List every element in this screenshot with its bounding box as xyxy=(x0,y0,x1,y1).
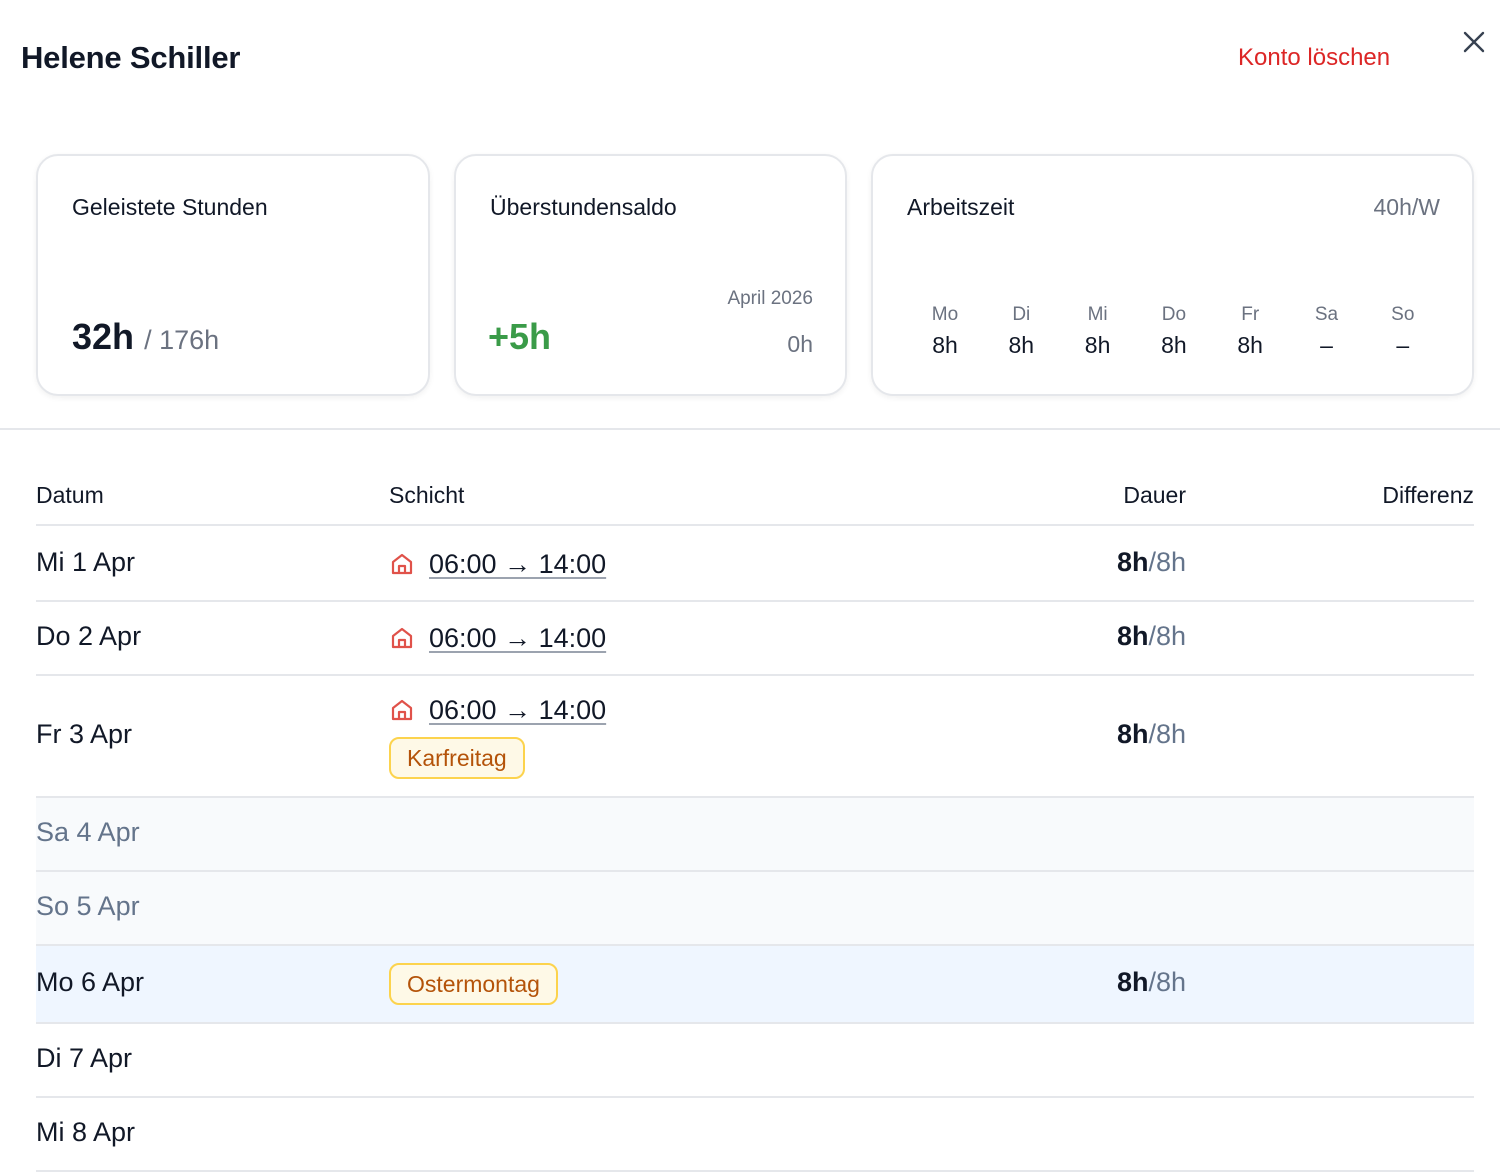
shift-time-link[interactable]: 06:00 → 14:00 xyxy=(429,548,607,579)
weekday-hours-value: 8h xyxy=(1237,332,1263,358)
table-row[interactable]: Di 7 Apr xyxy=(36,1024,1474,1098)
table-row[interactable]: So 5 Apr xyxy=(36,872,1474,946)
row-duration: 8h/8h xyxy=(1117,719,1186,750)
table-row[interactable]: Mi 8 Apr xyxy=(36,1098,1474,1172)
row-date: Mo 6 Apr xyxy=(36,967,145,997)
row-date: Mi 1 Apr xyxy=(36,547,136,577)
weekday-hours-value: 8h xyxy=(1084,332,1111,358)
home-icon xyxy=(391,627,413,649)
table-row[interactable]: Fr 3 Apr 06:00 → 14:00 Karfreitag 8h/8h xyxy=(36,676,1474,798)
holiday-badge: Karfreitag xyxy=(389,737,525,779)
weekday-hours-value: 8h xyxy=(1008,332,1035,358)
row-date: Di 7 Apr xyxy=(36,1043,133,1073)
row-duration: 8h/8h xyxy=(1117,547,1186,578)
weekday-hours: Mo 8h Di 8h Mi 8h Do 8h Fr 8h Sa – So – xyxy=(907,304,1441,364)
column-date: Datum xyxy=(36,482,104,508)
shift-entry[interactable]: 06:00 → 14:00 xyxy=(389,620,606,656)
page-title: Helene Schiller xyxy=(21,40,241,75)
overtime-card: Überstundensaldo +5h April 2026 0h xyxy=(454,154,847,396)
overtime-period-label: April 2026 xyxy=(727,288,813,309)
weekday-name: Fr xyxy=(1241,304,1260,325)
weekday-name: Do xyxy=(1161,304,1187,325)
duration-planned: /8h xyxy=(1148,547,1186,577)
shift-entry[interactable]: 06:00 → 14:00 xyxy=(389,692,606,728)
duration-planned: /8h xyxy=(1148,719,1186,749)
row-date: Mi 8 Apr xyxy=(36,1117,136,1147)
shift-time-link[interactable]: 06:00 → 14:00 xyxy=(429,622,607,653)
weekday-name: Mi xyxy=(1087,304,1108,325)
home-icon xyxy=(391,553,413,575)
table-row[interactable]: Mi 1 Apr 06:00 → 14:00 8h/8h xyxy=(36,528,1474,602)
weekday-hours-value: 8h xyxy=(932,332,958,358)
weekday-column: Di 8h xyxy=(983,304,1059,359)
row-duration: 8h/8h xyxy=(1117,621,1186,652)
weekday-column: Do 8h xyxy=(1136,304,1212,359)
delete-account-button[interactable]: Konto löschen xyxy=(1238,44,1391,71)
duration-worked: 8h xyxy=(1116,719,1149,749)
section-divider xyxy=(0,428,1500,430)
close-icon[interactable] xyxy=(1460,28,1488,56)
row-date: Sa 4 Apr xyxy=(36,817,140,847)
column-difference: Differenz xyxy=(1382,482,1474,508)
holiday-badge: Ostermontag xyxy=(389,963,558,1005)
weekday-column: Mo 8h xyxy=(907,304,983,359)
duration-worked: 8h xyxy=(1116,621,1149,651)
weekday-hours-value: – xyxy=(1320,332,1333,358)
shift-time-link[interactable]: 06:00 → 14:00 xyxy=(429,694,607,725)
working-time-label: Arbeitszeit xyxy=(907,194,1015,220)
row-duration: 8h/8h xyxy=(1117,967,1186,998)
duration-worked: 8h xyxy=(1116,967,1149,997)
weekday-name: Di xyxy=(1012,304,1031,325)
home-icon xyxy=(391,699,413,721)
duration-worked: 8h xyxy=(1116,547,1149,577)
weekday-column: So – xyxy=(1365,304,1441,359)
table-row[interactable]: Sa 4 Apr xyxy=(36,798,1474,872)
header: Helene Schiller Konto löschen xyxy=(0,0,1500,120)
weekday-name: Sa xyxy=(1314,304,1339,325)
worked-hours-value: 32h / 176h xyxy=(72,316,219,358)
worked-hours-label: Geleistete Stunden xyxy=(72,194,268,220)
weekday-column: Sa – xyxy=(1289,304,1365,359)
column-shift: Schicht xyxy=(389,482,465,508)
row-date: Do 2 Apr xyxy=(36,621,142,651)
weekday-name: So xyxy=(1391,304,1415,325)
overtime-value: +5h xyxy=(488,316,552,357)
working-time-card: Arbeitszeit 40h/W Mo 8h Di 8h Mi 8h Do 8h Fr 8h Sa… xyxy=(871,154,1474,396)
overtime-period-value: 0h xyxy=(787,331,813,357)
weekly-hours: 40h/W xyxy=(1373,194,1440,220)
duration-planned: /8h xyxy=(1148,967,1186,997)
row-date: So 5 Apr xyxy=(36,891,140,921)
weekday-hours-value: – xyxy=(1396,332,1410,358)
column-duration: Dauer xyxy=(1123,482,1186,508)
weekday-column: Mi 8h xyxy=(1060,304,1136,359)
table-row[interactable]: Do 2 Apr 06:00 → 14:00 8h/8h xyxy=(36,602,1474,676)
weekday-hours-value: 8h xyxy=(1161,332,1187,358)
worked-hours-total: / 176h xyxy=(144,325,220,355)
shift-entry[interactable]: 06:00 → 14:00 xyxy=(389,546,606,582)
weekday-name: Mo xyxy=(931,304,959,325)
table-header: Datum Schicht Dauer Differenz xyxy=(36,470,1474,526)
row-date: Fr 3 Apr xyxy=(36,719,133,749)
duration-planned: /8h xyxy=(1148,621,1186,651)
table-row[interactable]: Mo 6 Apr Ostermontag 8h/8h xyxy=(36,946,1474,1024)
overtime-label: Überstundensaldo xyxy=(490,194,677,220)
worked-hours-card: Geleistete Stunden 32h / 176h xyxy=(36,154,430,396)
weekday-column: Fr 8h xyxy=(1212,304,1288,359)
worked-hours-number: 32h xyxy=(72,316,135,357)
